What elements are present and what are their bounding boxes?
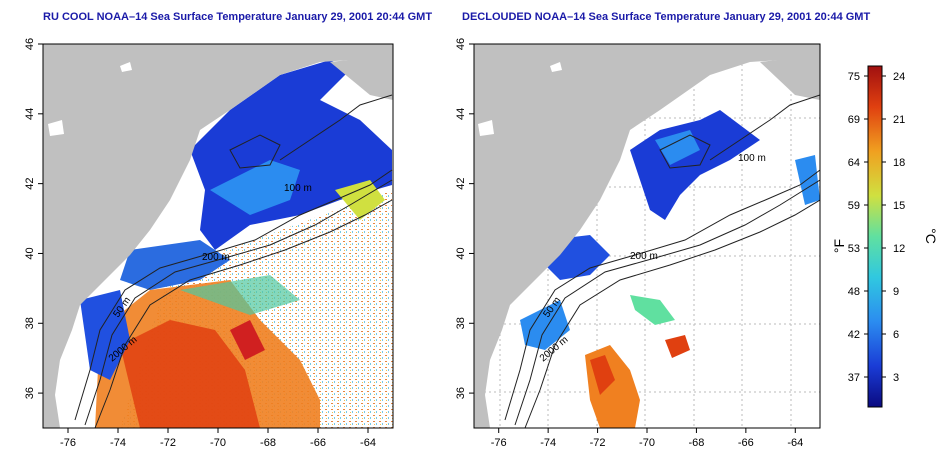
left-map: 50 m 100 m 200 m 2000 m — [42, 43, 394, 429]
right-lon-tick-label: -68 — [688, 437, 704, 449]
right-label-200m: 200 m — [630, 251, 658, 262]
colorbar-f-tick-label: 69 — [848, 114, 860, 126]
colorbar-f-tick-label: 53 — [848, 243, 860, 255]
colorbar-f-tick-label: 75 — [848, 71, 860, 83]
left-map-title: RU COOL NOAA–14 Sea Surface Temperature … — [43, 11, 433, 23]
colorbar-gradient — [867, 65, 883, 408]
left-contour-50 — [74, 169, 393, 421]
right-axis-ticks: -76 -74 -72 -70 -68 -66 -64 36 38 40 42 44 46 — [455, 38, 803, 449]
right-contour-100 — [709, 94, 820, 161]
left-land-ns — [330, 55, 393, 100]
left-axis-ticks: -76 -74 -72 -70 -68 -66 -64 36 38 40 42 44 46 — [24, 38, 376, 449]
left-va-shelf — [80, 290, 130, 380]
colorbar-c-tick-label: 24 — [893, 71, 905, 83]
left-lakes — [48, 62, 132, 136]
left-label-200m: 200 m — [202, 252, 230, 263]
right-warm-eddy — [665, 335, 690, 358]
right-lat-tick-label: 40 — [455, 247, 467, 259]
right-lat-tick-label: 36 — [455, 387, 467, 399]
left-lat-tick-label: 36 — [24, 387, 36, 399]
left-lon-tick-label: -70 — [210, 437, 226, 449]
left-contour-2000 — [94, 199, 393, 428]
right-contour-2000 — [524, 199, 820, 428]
left-lat-tick-label: 42 — [24, 178, 36, 190]
right-lon-tick-label: -76 — [491, 437, 507, 449]
right-contour-200 — [514, 179, 820, 426]
colorbar-unit-f: °F — [831, 239, 847, 253]
left-mid-band — [180, 275, 300, 315]
colorbar-f-tick-label: 64 — [848, 157, 860, 169]
left-warm-spot — [335, 180, 385, 220]
right-lon-tick-label: -70 — [639, 437, 655, 449]
left-lat-tick-label: 40 — [24, 247, 36, 259]
colorbar-unit-c: °C — [923, 228, 939, 244]
colorbar-c-tick-label: 9 — [893, 286, 899, 298]
left-lon-tick-label: -74 — [110, 437, 126, 449]
colorbar: 75 69 64 59 53 48 42 37 24 21 18 15 12 9 6 3 °F °C — [831, 65, 939, 408]
left-cool-patch — [210, 160, 300, 215]
colorbar-ticks: 75 69 64 59 53 48 42 37 24 21 18 15 12 9 6 3 — [848, 71, 906, 384]
right-gulf-stream-hot — [590, 355, 615, 395]
left-label-100m: 100 m — [284, 183, 312, 194]
right-lon-tick-label: -64 — [787, 437, 803, 449]
colorbar-f-tick-label: 42 — [848, 329, 860, 341]
right-lat-tick-label: 44 — [455, 108, 467, 120]
colorbar-f-tick-label: 59 — [848, 200, 860, 212]
left-warm-eddy — [230, 320, 265, 360]
right-cool-patch — [655, 130, 700, 165]
right-lat-tick-label: 42 — [455, 178, 467, 190]
right-contour-50 — [504, 169, 820, 421]
left-land — [43, 44, 393, 428]
left-lon-tick-label: -72 — [160, 437, 176, 449]
left-lon-tick-label: -64 — [360, 437, 376, 449]
left-contour-200 — [84, 179, 393, 426]
colorbar-c-tick-label: 15 — [893, 200, 905, 212]
colorbar-c-tick-label: 3 — [893, 372, 899, 384]
left-lon-tick-label: -68 — [260, 437, 276, 449]
colorbar-c-tick-label: 18 — [893, 157, 905, 169]
right-map-title: DECLOUDED NOAA–14 Sea Surface Temperatur… — [462, 11, 871, 23]
left-contour-100 — [279, 94, 393, 161]
right-lon-tick-label: -66 — [738, 437, 754, 449]
right-map: 50 m 100 m 200 m 2000 m — [473, 43, 821, 429]
right-label-100m: 100 m — [738, 153, 766, 164]
right-lon-tick-label: -74 — [540, 437, 556, 449]
left-lat-tick-label: 38 — [24, 317, 36, 329]
right-east-patch — [795, 155, 820, 205]
colorbar-f-tick-label: 48 — [848, 286, 860, 298]
right-land — [474, 44, 820, 428]
colorbar-c-tick-label: 12 — [893, 243, 905, 255]
left-lon-tick-label: -66 — [310, 437, 326, 449]
right-lat-tick-label: 38 — [455, 317, 467, 329]
right-lat-tick-label: 46 — [455, 38, 467, 50]
left-gulf-stream-hot — [120, 320, 260, 428]
left-lat-tick-label: 44 — [24, 108, 36, 120]
right-va-shelf — [520, 300, 570, 350]
right-lakes — [478, 62, 562, 136]
colorbar-c-tick-label: 6 — [893, 329, 899, 341]
left-lat-tick-label: 46 — [24, 38, 36, 50]
right-contour-bank — [659, 134, 711, 169]
right-land-ns — [760, 55, 820, 100]
left-nj-shelf — [120, 240, 230, 290]
right-mid-patch — [630, 295, 675, 325]
left-contour-bank — [229, 134, 281, 169]
colorbar-f-tick-label: 37 — [848, 372, 860, 384]
colorbar-c-tick-label: 21 — [893, 114, 905, 126]
left-lon-tick-label: -76 — [60, 437, 76, 449]
right-lon-tick-label: -72 — [590, 437, 606, 449]
